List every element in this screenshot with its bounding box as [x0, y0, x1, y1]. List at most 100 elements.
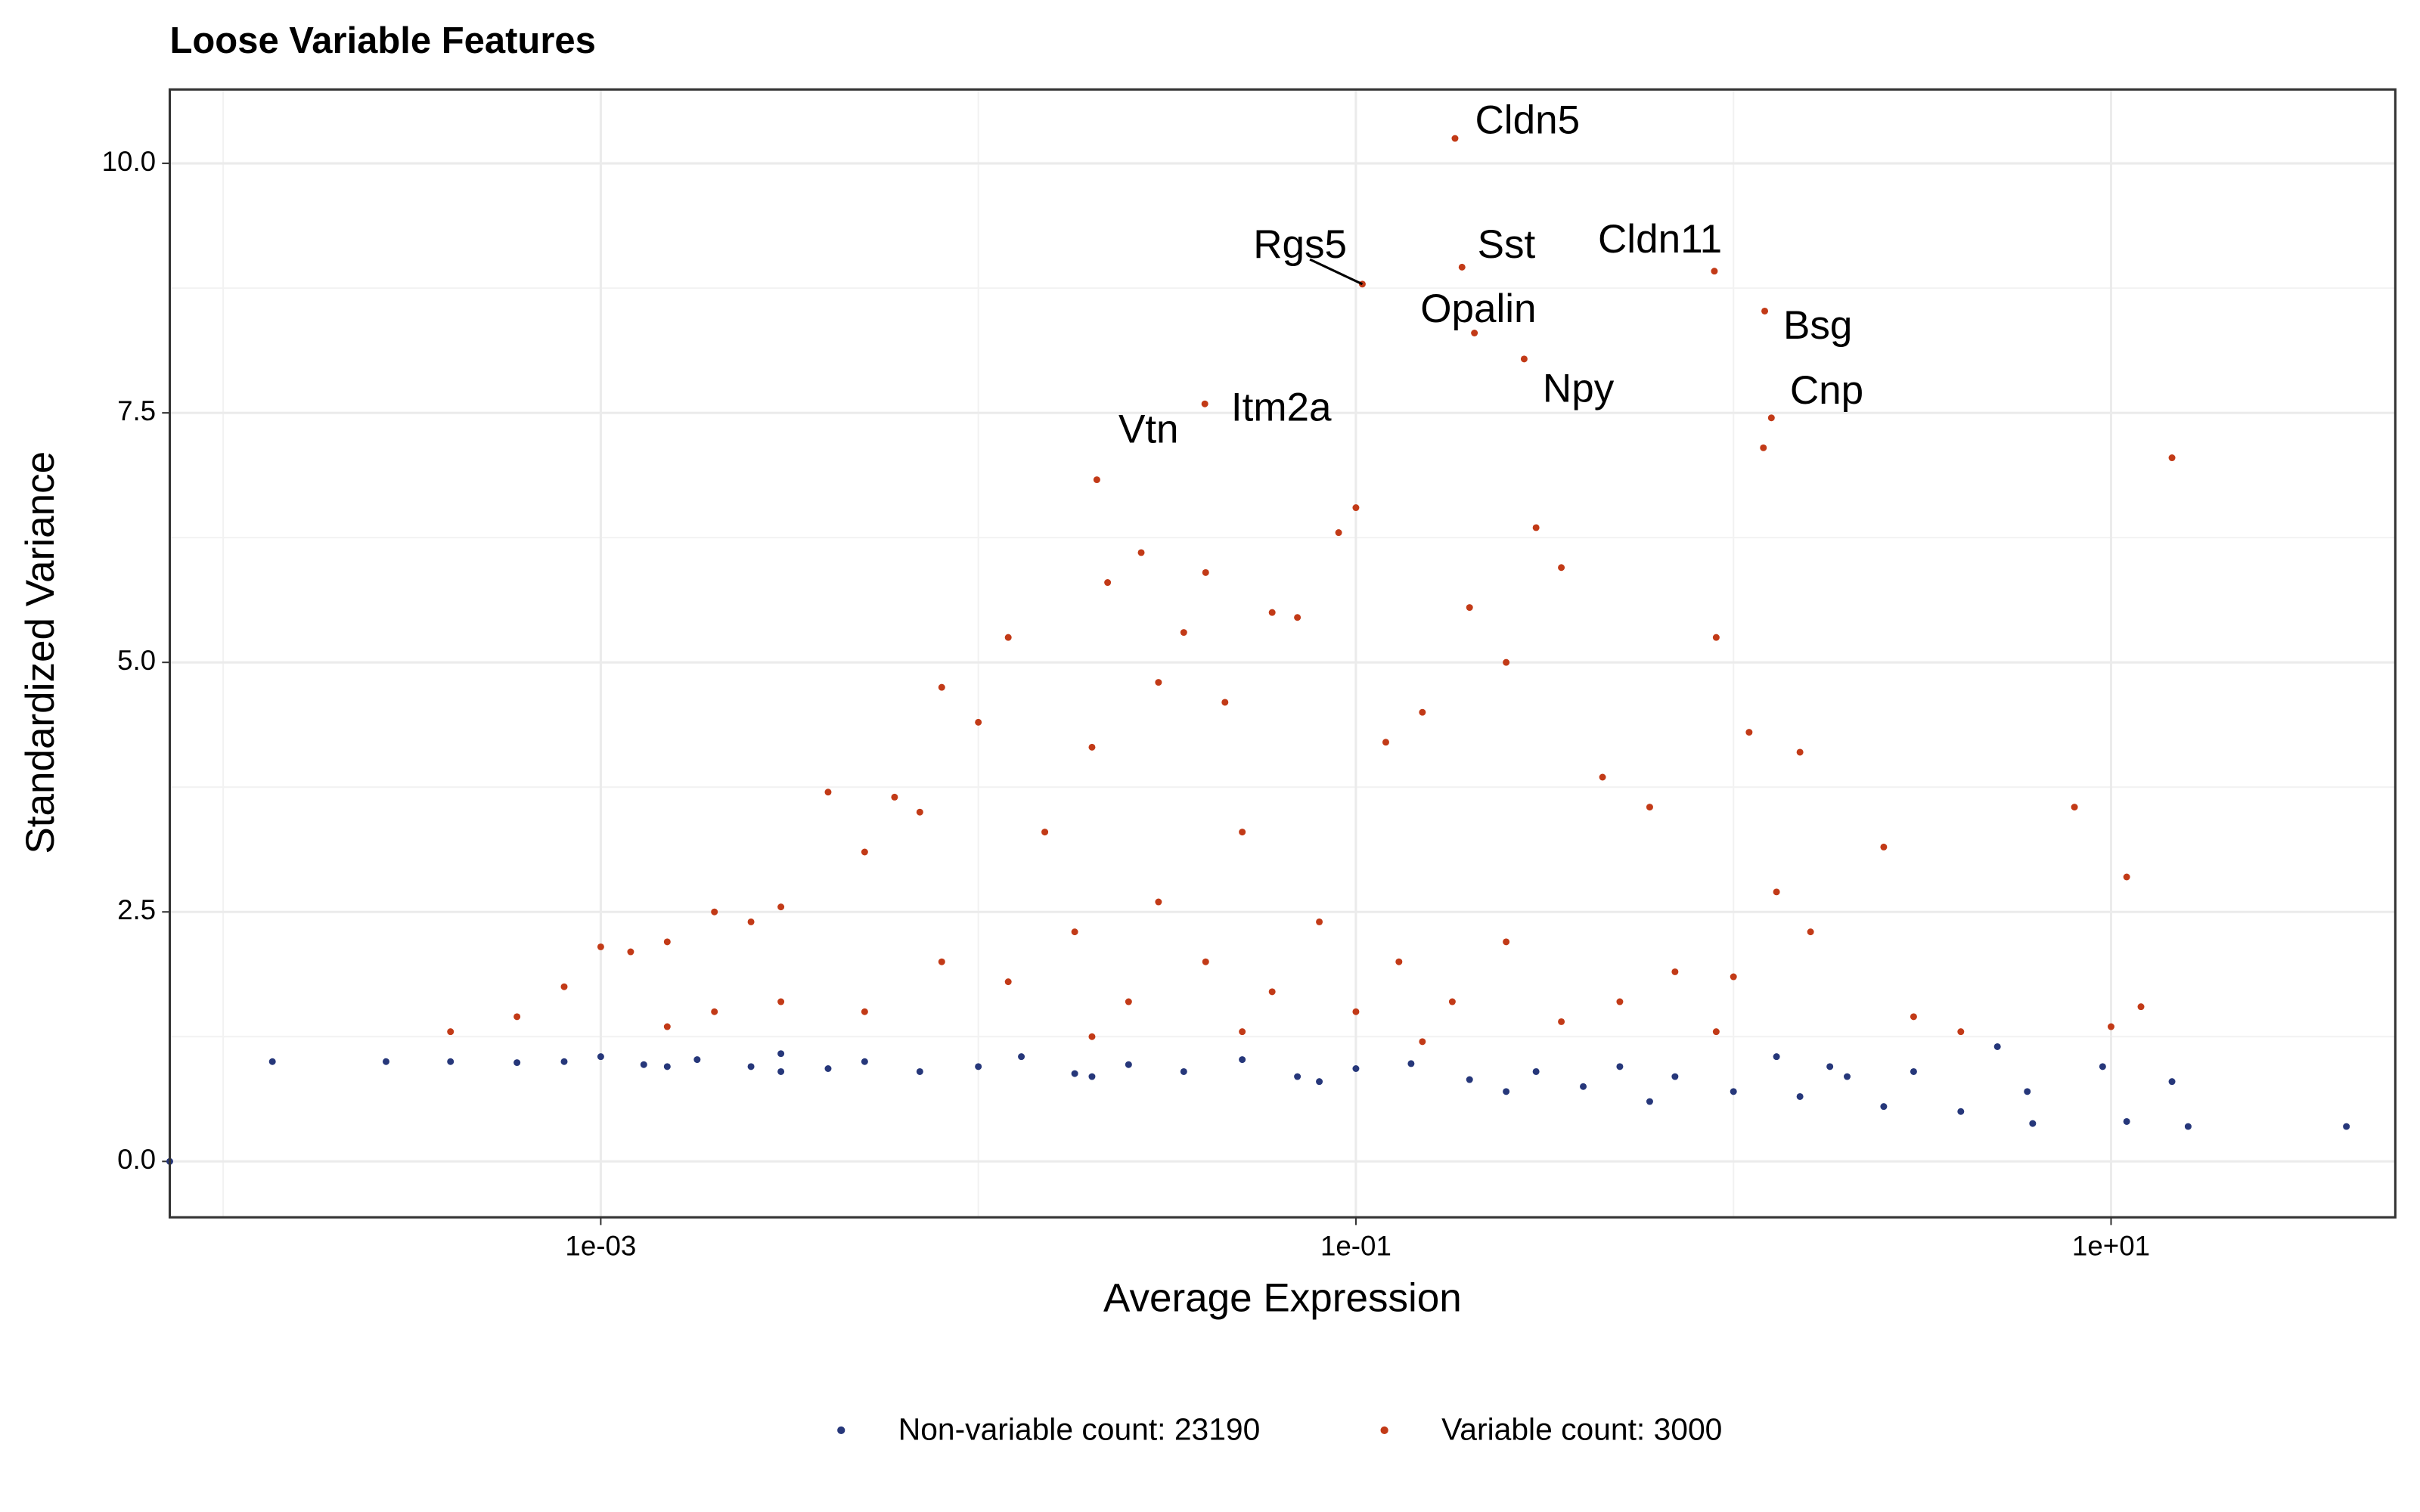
data-point	[711, 1008, 718, 1015]
data-point	[693, 1056, 701, 1064]
data-point	[513, 1059, 521, 1067]
data-point	[1294, 614, 1302, 621]
data-point	[1503, 658, 1510, 666]
x-tick-label: 1e-03	[565, 1231, 636, 1262]
data-point	[268, 1058, 276, 1065]
data-point	[1316, 918, 1323, 925]
data-point	[1910, 1067, 1917, 1075]
data-point	[1880, 1103, 1888, 1111]
legend-marker	[837, 1426, 845, 1434]
data-point	[747, 1063, 755, 1070]
data-point	[1088, 743, 1096, 751]
y-tick-label: 5.0	[117, 645, 156, 676]
y-tick-label: 10.0	[102, 146, 156, 177]
annotated-point	[1471, 330, 1478, 336]
data-point	[663, 1063, 671, 1070]
annotated-point	[1093, 476, 1100, 484]
y-axis-label: Standardized Variance	[18, 451, 63, 854]
data-point	[640, 1061, 647, 1068]
data-point	[1826, 1063, 1834, 1070]
data-point	[1616, 1063, 1624, 1070]
data-point	[1646, 1098, 1653, 1105]
data-point	[1352, 504, 1360, 512]
data-point	[1466, 604, 1473, 612]
annotated-point	[1458, 263, 1466, 271]
data-point	[916, 1067, 923, 1075]
data-point	[1155, 679, 1162, 686]
data-point	[663, 1023, 671, 1030]
x-tick-label: 1e+01	[2072, 1231, 2150, 1262]
data-point	[1088, 1073, 1096, 1080]
legend-label: Variable count: 3000	[1441, 1412, 1722, 1447]
data-point	[1532, 1067, 1540, 1075]
data-point	[2168, 1078, 2176, 1086]
point-label: Sst	[1478, 222, 1536, 267]
annotated-point	[1711, 268, 1718, 275]
data-point	[861, 848, 868, 856]
data-point	[447, 1028, 455, 1036]
annotated-point	[1520, 355, 1528, 363]
point-label: Vtn	[1118, 407, 1179, 451]
data-point	[1448, 998, 1456, 1005]
data-point	[1407, 1060, 1415, 1067]
data-point	[975, 1063, 982, 1070]
data-point	[916, 808, 923, 816]
data-point	[663, 938, 671, 946]
data-point	[2184, 1123, 2192, 1130]
legend-marker	[1380, 1426, 1388, 1434]
data-point	[777, 903, 785, 911]
data-point	[1671, 1073, 1679, 1080]
data-point	[1419, 708, 1426, 716]
data-point	[1221, 699, 1229, 706]
data-point	[1773, 888, 1780, 896]
data-point	[938, 958, 945, 965]
data-point	[1957, 1108, 1965, 1115]
data-point	[2071, 804, 2078, 811]
data-point	[627, 948, 634, 956]
point-label: Cldn5	[1475, 98, 1581, 143]
data-point	[560, 983, 568, 990]
y-tick-label: 0.0	[117, 1144, 156, 1175]
data-point	[560, 1058, 568, 1065]
data-point	[1773, 1053, 1780, 1061]
data-point	[1018, 1053, 1025, 1061]
data-point	[1880, 843, 1888, 850]
data-point	[1268, 609, 1276, 616]
data-point	[1796, 1092, 1804, 1100]
point-label: Itm2a	[1231, 385, 1332, 429]
point-label: Cnp	[1790, 368, 1863, 413]
plot-border	[168, 88, 2397, 1219]
y-tick-label: 2.5	[117, 894, 156, 925]
data-point	[1104, 579, 1112, 587]
data-point	[1760, 444, 1767, 451]
data-point	[1004, 978, 1012, 986]
data-point	[824, 1065, 832, 1072]
data-point	[1180, 629, 1187, 637]
data-point	[1993, 1043, 2001, 1050]
data-point	[1239, 1028, 1246, 1036]
point-label: Cldn11	[1598, 217, 1722, 262]
data-point	[1382, 739, 1389, 746]
data-point	[1137, 549, 1145, 556]
data-point	[861, 1008, 868, 1015]
data-point	[2123, 1117, 2130, 1125]
data-point	[1558, 564, 1565, 572]
data-point	[1503, 1088, 1510, 1095]
data-point	[2343, 1123, 2350, 1130]
data-point	[1599, 773, 1606, 781]
data-point	[2123, 873, 2130, 881]
data-point	[1071, 928, 1078, 936]
data-point	[1730, 1088, 1737, 1095]
data-point	[1503, 938, 1510, 946]
annotated-point	[1767, 414, 1775, 422]
data-point	[2107, 1023, 2114, 1030]
data-point	[597, 943, 604, 950]
data-point	[1580, 1083, 1587, 1090]
data-point	[824, 789, 832, 796]
point-label: Opalin	[1420, 287, 1536, 331]
data-point	[747, 918, 755, 925]
data-point	[2029, 1120, 2037, 1127]
data-point	[447, 1058, 455, 1065]
